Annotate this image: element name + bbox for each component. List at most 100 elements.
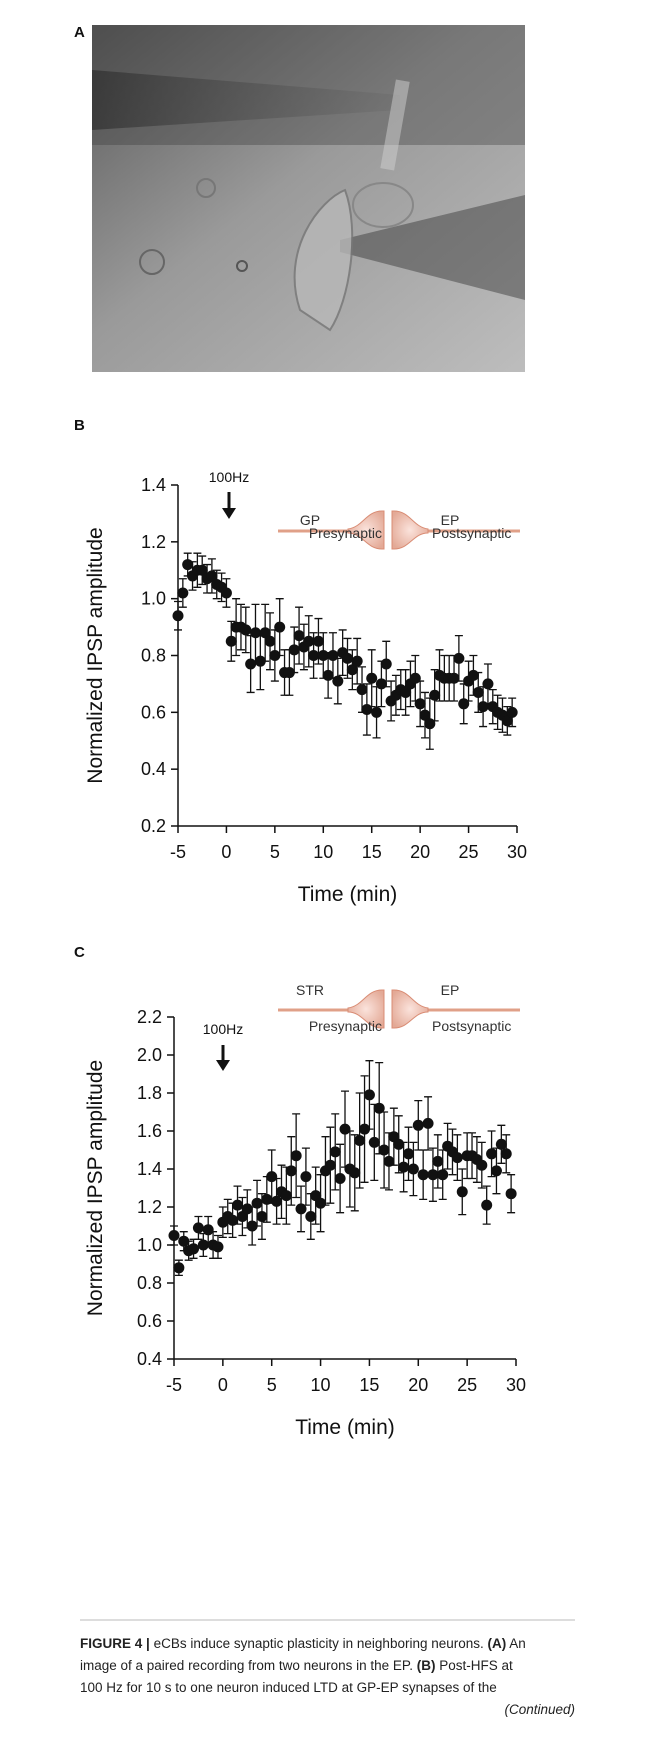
data-point: [481, 1199, 493, 1211]
y-tick-label: 0.4: [137, 1349, 162, 1369]
data-point: [332, 675, 344, 687]
data-point: [264, 635, 276, 647]
x-axis-label: Time (min): [298, 883, 398, 906]
data-point: [505, 1188, 517, 1200]
x-tick-label: 20: [408, 1375, 428, 1395]
caption-part: 100 Hz for 10 s to one neuron induced LT…: [80, 1680, 497, 1695]
y-axis-label: Normalized IPSP amplitude: [84, 1060, 107, 1316]
y-tick-label: 0.8: [141, 646, 166, 666]
schematic-label: EP: [441, 512, 460, 528]
data-point: [403, 1148, 415, 1160]
data-point: [451, 1152, 463, 1164]
data-point: [308, 650, 320, 661]
data-point: [178, 1235, 190, 1247]
data-point: [327, 650, 339, 661]
caption-part: eCBs induce synaptic plasticity in neigh…: [154, 1636, 484, 1651]
data-point: [293, 630, 305, 642]
data-point: [227, 1214, 239, 1226]
x-axis-label: Time (min): [295, 1416, 395, 1439]
data-point: [398, 1161, 410, 1173]
panel-label: A: [74, 24, 85, 41]
data-point: [241, 1203, 253, 1215]
annotation: 100Hz: [209, 469, 249, 485]
postsynaptic-terminal: [391, 510, 429, 550]
data-point: [269, 650, 281, 661]
caption-part: (A): [488, 1636, 507, 1651]
data-point: [476, 1159, 488, 1171]
schematic-label: Presynaptic: [309, 1018, 382, 1034]
y-tick-label: 0.6: [141, 702, 166, 722]
data-point: [192, 1222, 204, 1234]
caption-line: FIGURE 4 | eCBs induce synaptic plastici…: [80, 1636, 526, 1651]
data-point: [245, 658, 257, 670]
panel-label: C: [74, 944, 85, 961]
data-point: [285, 1165, 297, 1177]
y-tick-label: 0.6: [137, 1311, 162, 1331]
data-point: [349, 1167, 361, 1179]
data-point: [300, 1171, 312, 1183]
y-tick-label: 1.6: [137, 1121, 162, 1141]
y-tick-label: 2.0: [137, 1045, 162, 1065]
x-tick-label: 20: [410, 842, 430, 862]
data-point: [339, 1123, 351, 1135]
data-point: [373, 1102, 385, 1114]
caption: FIGURE 4 | eCBs induce synaptic plastici…: [80, 1619, 575, 1717]
data-point: [424, 718, 436, 730]
data-point: [212, 1241, 224, 1253]
data-point: [346, 664, 358, 676]
y-tick-label: 0.2: [141, 816, 166, 836]
data-point: [168, 1230, 180, 1241]
x-tick-label: -5: [166, 1375, 182, 1395]
data-point: [375, 678, 387, 690]
data-point: [378, 1144, 390, 1156]
caption-line: 100 Hz for 10 s to one neuron induced LT…: [80, 1680, 497, 1695]
data-point: [429, 689, 441, 701]
data-point: [274, 621, 286, 633]
x-tick-label: 0: [218, 1375, 228, 1395]
data-point: [290, 1150, 302, 1162]
schematic-label: Presynaptic: [309, 525, 382, 541]
caption-part: FIGURE 4 |: [80, 1636, 150, 1651]
data-point: [359, 1123, 371, 1135]
data-point: [400, 686, 412, 698]
data-point: [409, 672, 421, 684]
data-point: [266, 1171, 278, 1183]
data-point: [246, 1220, 258, 1232]
data-point: [188, 1243, 200, 1255]
data-point: [249, 627, 261, 639]
schematic-label: GP: [300, 512, 320, 528]
y-axis-label: Normalized IPSP amplitude: [84, 527, 107, 783]
data-point: [501, 715, 513, 727]
data-point: [342, 652, 353, 664]
data-point: [490, 1165, 502, 1177]
postsynaptic-terminal: [391, 989, 429, 1029]
schematic-label: EP: [441, 982, 460, 998]
data-point: [172, 610, 184, 622]
x-tick-label: 10: [311, 1375, 331, 1395]
data-point: [417, 1169, 429, 1181]
data-point: [202, 1224, 214, 1236]
y-tick-label: 1.2: [141, 532, 166, 552]
x-tick-label: 25: [459, 842, 479, 862]
data-point: [232, 1199, 244, 1211]
data-point: [182, 559, 194, 571]
schematic-label: Postsynaptic: [432, 1018, 511, 1034]
data-point: [324, 1159, 336, 1171]
data-point: [280, 1190, 292, 1202]
data-point: [482, 678, 494, 690]
data-point: [177, 587, 189, 599]
y-tick-label: 1.0: [137, 1235, 162, 1255]
presynaptic-terminal: [347, 989, 385, 1029]
schematic-label: STR: [296, 982, 324, 998]
micrograph: [92, 25, 525, 372]
x-tick-label: 15: [359, 1375, 379, 1395]
data-point: [500, 1148, 512, 1160]
data-point: [329, 1146, 341, 1158]
x-tick-label: 5: [267, 1375, 277, 1395]
data-point: [412, 1119, 424, 1131]
data-point: [467, 669, 479, 681]
y-tick-label: 1.0: [141, 589, 166, 609]
data-point: [407, 1163, 419, 1175]
data-point: [495, 1138, 507, 1150]
data-point: [305, 1211, 317, 1222]
